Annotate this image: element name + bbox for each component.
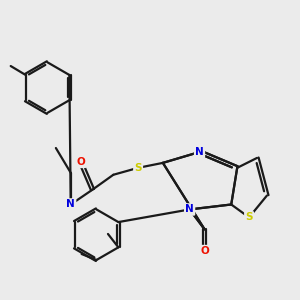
Text: O: O: [76, 157, 85, 167]
Text: S: S: [134, 163, 142, 173]
Text: N: N: [185, 204, 194, 214]
Text: O: O: [200, 246, 209, 256]
Text: N: N: [66, 200, 75, 209]
Text: S: S: [245, 212, 253, 222]
Text: N: N: [195, 147, 204, 157]
